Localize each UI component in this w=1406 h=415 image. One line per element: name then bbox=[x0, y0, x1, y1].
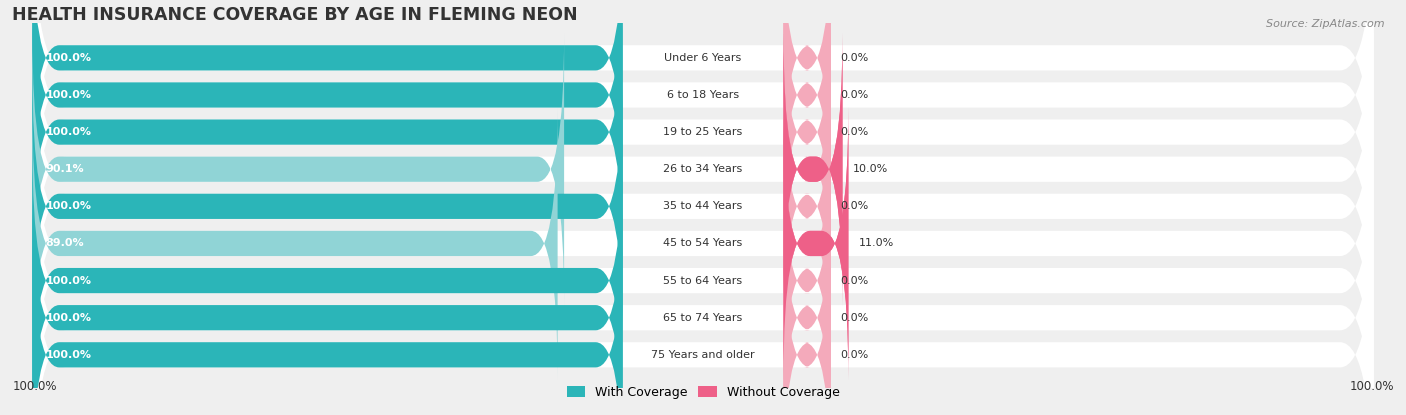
Text: Source: ZipAtlas.com: Source: ZipAtlas.com bbox=[1267, 19, 1385, 29]
Text: 0.0%: 0.0% bbox=[841, 127, 869, 137]
Text: 11.0%: 11.0% bbox=[859, 239, 894, 249]
Text: 100.0%: 100.0% bbox=[1350, 380, 1393, 393]
FancyBboxPatch shape bbox=[32, 107, 558, 379]
FancyBboxPatch shape bbox=[32, 0, 623, 268]
Text: 100.0%: 100.0% bbox=[46, 127, 91, 137]
Text: 100.0%: 100.0% bbox=[46, 276, 91, 286]
FancyBboxPatch shape bbox=[32, 145, 1374, 415]
FancyBboxPatch shape bbox=[32, 219, 623, 415]
Text: 100.0%: 100.0% bbox=[46, 90, 91, 100]
FancyBboxPatch shape bbox=[32, 0, 623, 231]
Legend: With Coverage, Without Coverage: With Coverage, Without Coverage bbox=[561, 381, 845, 404]
Text: 100.0%: 100.0% bbox=[46, 53, 91, 63]
Text: HEALTH INSURANCE COVERAGE BY AGE IN FLEMING NEON: HEALTH INSURANCE COVERAGE BY AGE IN FLEM… bbox=[13, 6, 578, 24]
FancyBboxPatch shape bbox=[783, 182, 831, 415]
FancyBboxPatch shape bbox=[783, 107, 831, 379]
FancyBboxPatch shape bbox=[783, 219, 831, 415]
FancyBboxPatch shape bbox=[783, 33, 842, 305]
Text: Under 6 Years: Under 6 Years bbox=[665, 53, 741, 63]
FancyBboxPatch shape bbox=[783, 0, 831, 194]
Text: 10.0%: 10.0% bbox=[852, 164, 887, 174]
Text: 100.0%: 100.0% bbox=[46, 350, 91, 360]
Text: 19 to 25 Years: 19 to 25 Years bbox=[664, 127, 742, 137]
Text: 0.0%: 0.0% bbox=[841, 312, 869, 323]
Text: 0.0%: 0.0% bbox=[841, 276, 869, 286]
Text: 0.0%: 0.0% bbox=[841, 201, 869, 211]
Text: 100.0%: 100.0% bbox=[46, 201, 91, 211]
Text: 65 to 74 Years: 65 to 74 Years bbox=[664, 312, 742, 323]
Text: 0.0%: 0.0% bbox=[841, 350, 869, 360]
Text: 0.0%: 0.0% bbox=[841, 90, 869, 100]
FancyBboxPatch shape bbox=[32, 0, 1374, 231]
FancyBboxPatch shape bbox=[32, 33, 564, 305]
FancyBboxPatch shape bbox=[783, 0, 831, 231]
FancyBboxPatch shape bbox=[783, 107, 848, 379]
FancyBboxPatch shape bbox=[783, 145, 831, 415]
FancyBboxPatch shape bbox=[783, 71, 831, 342]
Text: 26 to 34 Years: 26 to 34 Years bbox=[664, 164, 742, 174]
Text: 89.0%: 89.0% bbox=[46, 239, 84, 249]
Text: 90.1%: 90.1% bbox=[46, 164, 84, 174]
FancyBboxPatch shape bbox=[783, 107, 848, 379]
FancyBboxPatch shape bbox=[32, 0, 1374, 305]
FancyBboxPatch shape bbox=[783, 0, 831, 268]
Text: 75 Years and older: 75 Years and older bbox=[651, 350, 755, 360]
FancyBboxPatch shape bbox=[783, 33, 842, 305]
FancyBboxPatch shape bbox=[32, 33, 1374, 379]
FancyBboxPatch shape bbox=[32, 107, 1374, 415]
Text: 6 to 18 Years: 6 to 18 Years bbox=[666, 90, 740, 100]
Text: 0.0%: 0.0% bbox=[841, 53, 869, 63]
Text: 45 to 54 Years: 45 to 54 Years bbox=[664, 239, 742, 249]
Text: 35 to 44 Years: 35 to 44 Years bbox=[664, 201, 742, 211]
FancyBboxPatch shape bbox=[32, 71, 623, 342]
FancyBboxPatch shape bbox=[32, 182, 1374, 415]
Text: 100.0%: 100.0% bbox=[46, 312, 91, 323]
FancyBboxPatch shape bbox=[32, 0, 1374, 268]
FancyBboxPatch shape bbox=[32, 182, 623, 415]
FancyBboxPatch shape bbox=[32, 145, 623, 415]
FancyBboxPatch shape bbox=[32, 0, 1374, 342]
Text: 55 to 64 Years: 55 to 64 Years bbox=[664, 276, 742, 286]
FancyBboxPatch shape bbox=[32, 71, 1374, 415]
FancyBboxPatch shape bbox=[32, 0, 623, 194]
Text: 100.0%: 100.0% bbox=[13, 380, 56, 393]
FancyBboxPatch shape bbox=[783, 33, 831, 305]
